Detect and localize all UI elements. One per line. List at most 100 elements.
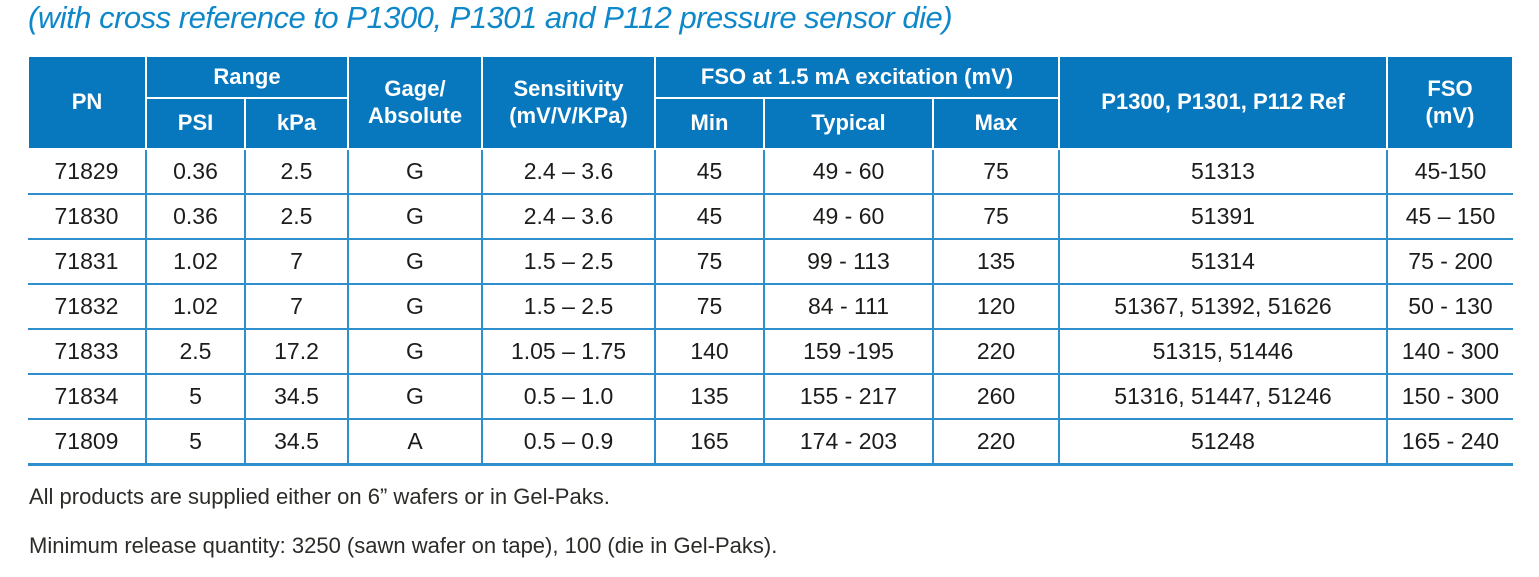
table-cell: 51391 [1058, 193, 1388, 240]
table-header: PN Range Gage/ Absolute Sensitivity (mV/… [27, 55, 1514, 150]
table-cell: 51367, 51392, 51626 [1058, 283, 1388, 330]
table-cell: 0.5 – 0.9 [481, 418, 656, 466]
table-row: 71829 0.36 2.5 G 2.4 – 3.6 45 49 - 60 75 51313 45… [28, 149, 1513, 195]
page-title: (with cross reference to P1300, P1301 an… [28, 0, 953, 35]
col-header-fso-mv: FSO (mV) [1386, 55, 1514, 150]
footnote-minimum-release: Minimum release quantity: 3250 (sawn waf… [29, 533, 778, 558]
table-cell: 75 [654, 283, 765, 330]
table-cell: 71831 [28, 238, 147, 285]
table-cell: 7 [244, 238, 349, 285]
table-cell: 220 [932, 328, 1060, 375]
table-cell: 159 -195 [763, 328, 934, 375]
table-cell: 174 - 203 [763, 418, 934, 466]
table-cell: 75 [932, 149, 1060, 195]
table-cell: G [347, 283, 483, 330]
table-cell: 2.5 [145, 328, 246, 375]
col-header-gage-absolute: Gage/ Absolute [347, 55, 483, 150]
table-row: 71834 5 34.5 G 0.5 – 1.0 135 155 - 217 260 51316… [28, 373, 1513, 420]
table-cell: 51313 [1058, 149, 1388, 195]
table-cell: G [347, 238, 483, 285]
table-cell: 140 [654, 328, 765, 375]
table-row: 71833 2.5 17.2 G 1.05 – 1.75 140 159 -195 220 51… [28, 328, 1513, 375]
col-header-pn: PN [27, 55, 147, 150]
col-header-typical: Typical [763, 97, 934, 150]
table-cell: 1.05 – 1.75 [481, 328, 656, 375]
table-cell: 135 [932, 238, 1060, 285]
table-cell: 2.5 [244, 149, 349, 195]
table-cell: 1.5 – 2.5 [481, 238, 656, 285]
table-cell: 0.36 [145, 193, 246, 240]
table-cell: G [347, 193, 483, 240]
table-row: 71831 1.02 7 G 1.5 – 2.5 75 99 - 113 135 51314 75… [28, 238, 1513, 285]
table-cell: 45-150 [1386, 149, 1513, 195]
col-header-sensitivity: Sensitivity (mV/V/KPa) [481, 55, 656, 150]
table-cell: 51248 [1058, 418, 1388, 466]
table-cell: 75 - 200 [1386, 238, 1513, 285]
table-cell: A [347, 418, 483, 466]
table-cell: 99 - 113 [763, 238, 934, 285]
table-cell: 135 [654, 373, 765, 420]
table-cell: 260 [932, 373, 1060, 420]
table-cell: 75 [654, 238, 765, 285]
table-cell: 45 [654, 149, 765, 195]
footnotes: All products are supplied either on 6” w… [29, 484, 777, 577]
table-cell: 49 - 60 [763, 149, 934, 195]
col-header-fso-line2: (mV) [1425, 102, 1475, 128]
table-cell: 150 - 300 [1386, 373, 1513, 420]
table-cell: 51316, 51447, 51246 [1058, 373, 1388, 420]
col-header-max: Max [932, 97, 1060, 150]
col-header-kpa: kPa [244, 97, 349, 150]
table-cell: 165 - 240 [1386, 418, 1513, 466]
table-cell: 71809 [28, 418, 147, 466]
table-cell: 1.5 – 2.5 [481, 283, 656, 330]
header-row-sub: PSI kPa Min Typical Max [28, 97, 1513, 150]
table-cell: 84 - 111 [763, 283, 934, 330]
table-row: 71809 5 34.5 A 0.5 – 0.9 165 174 - 203 220 51248… [28, 418, 1513, 466]
col-header-psi: PSI [145, 97, 246, 150]
col-header-fso-excitation: FSO at 1.5 mA excitation (mV) [654, 55, 1060, 99]
table-cell: 0.36 [145, 149, 246, 195]
table-body: 71829 0.36 2.5 G 2.4 – 3.6 45 49 - 60 75 51313 45… [28, 149, 1513, 466]
table-cell: 2.4 – 3.6 [481, 149, 656, 195]
table-cell: 45 [654, 193, 765, 240]
table-cell: 71832 [28, 283, 147, 330]
table-cell: G [347, 149, 483, 195]
table-cell: 71833 [28, 328, 147, 375]
footnote-supply: All products are supplied either on 6” w… [29, 484, 610, 509]
table-cell: 45 – 150 [1386, 193, 1513, 240]
header-row-top: PN Range Gage/ Absolute Sensitivity (mV/… [27, 55, 1514, 150]
table-cell: 71830 [28, 193, 147, 240]
table-cell: 120 [932, 283, 1060, 330]
col-header-range: Range [145, 55, 349, 99]
table-cell: 7 [244, 283, 349, 330]
table-cell: 75 [932, 193, 1060, 240]
table-cell: G [347, 328, 483, 375]
table-cell: 71829 [28, 149, 147, 195]
pressure-sensor-spec-table: PN Range Gage/ Absolute Sensitivity (mV/… [27, 55, 1514, 466]
table-cell: 51315, 51446 [1058, 328, 1388, 375]
table-cell: 1.02 [145, 238, 246, 285]
table-cell: 1.02 [145, 283, 246, 330]
table-cell: 2.5 [244, 193, 349, 240]
table-cell: 220 [932, 418, 1060, 466]
table-cell: 71834 [28, 373, 147, 420]
table-cell: 165 [654, 418, 765, 466]
table-cell: 5 [145, 418, 246, 466]
col-header-sensitivity-line1: Sensitivity [513, 76, 624, 102]
table-cell: 0.5 – 1.0 [481, 373, 656, 420]
table-cell: 50 - 130 [1386, 283, 1513, 330]
table-cell: G [347, 373, 483, 420]
table-cell: 17.2 [244, 328, 349, 375]
col-header-fso-line1: FSO [1427, 76, 1473, 102]
table-row: 71830 0.36 2.5 G 2.4 – 3.6 45 49 - 60 75 51391 45… [28, 193, 1513, 240]
table-cell: 34.5 [244, 418, 349, 466]
col-header-sensitivity-line2: (mV/V/KPa) [509, 102, 628, 128]
table-cell: 140 - 300 [1386, 328, 1513, 375]
col-header-gage-line1: Gage/ [384, 76, 446, 102]
table-cell: 51314 [1058, 238, 1388, 285]
table-row: 71832 1.02 7 G 1.5 – 2.5 75 84 - 111 120 51367, … [28, 283, 1513, 330]
table-cell: 5 [145, 373, 246, 420]
table-cell: 49 - 60 [763, 193, 934, 240]
col-header-ref: P1300, P1301, P112 Ref [1058, 55, 1388, 150]
